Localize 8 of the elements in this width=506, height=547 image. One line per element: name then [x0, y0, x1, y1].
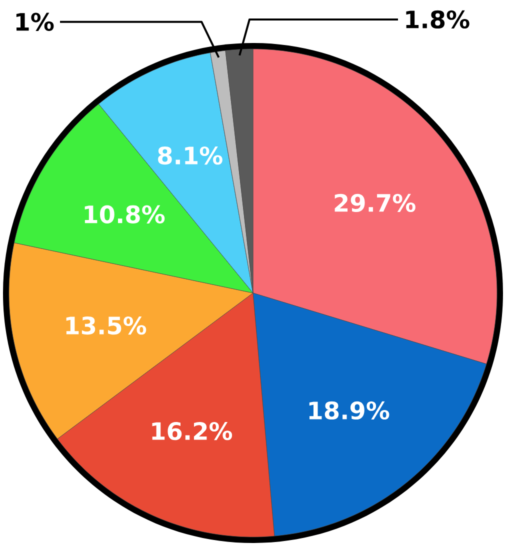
data-label: 1.8% — [406, 10, 470, 29]
data-label: 1% — [16, 12, 54, 31]
data-label: 18.9% — [309, 401, 390, 420]
data-label: 16.2% — [152, 422, 232, 440]
data-label: 8.1% — [158, 146, 222, 165]
data-label: 10.8% — [84, 205, 165, 224]
data-label: 13.5% — [66, 316, 146, 335]
data-label: 29.7% — [334, 194, 416, 212]
